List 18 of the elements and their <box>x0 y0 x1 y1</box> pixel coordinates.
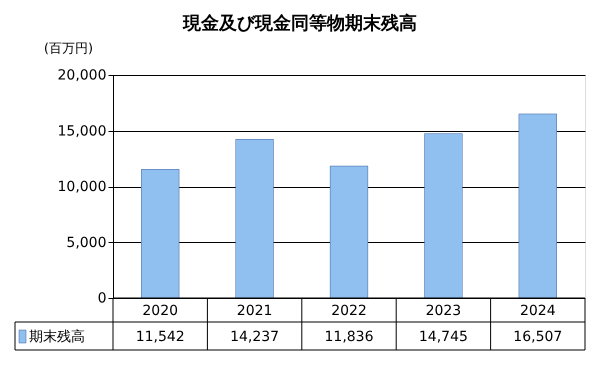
y-tick-label: 20,000 <box>58 68 106 84</box>
data-label: 11,542 <box>136 329 185 345</box>
x-tick-label: 2020 <box>142 303 178 319</box>
x-tick-label: 2024 <box>520 303 556 319</box>
x-tick-label: 2022 <box>331 303 367 319</box>
data-label: 14,745 <box>418 329 468 345</box>
chart-title: 現金及び現金同等物期末残高 <box>182 13 417 34</box>
data-label: 11,836 <box>324 329 374 345</box>
y-tick-label: 5,000 <box>66 234 106 251</box>
y-axis-title: (百万円) <box>44 42 94 56</box>
legend-label: 期末残高 <box>29 329 85 345</box>
y-tick-label: 0 <box>98 290 106 306</box>
y-tick-label: 15,000 <box>58 123 106 140</box>
x-tick-label: 2023 <box>426 303 462 319</box>
x-tick-label: 2021 <box>236 303 272 319</box>
data-label: 16,507 <box>513 329 562 345</box>
data-label: 14,237 <box>230 329 280 345</box>
y-tick-label: 10,000 <box>58 179 106 195</box>
